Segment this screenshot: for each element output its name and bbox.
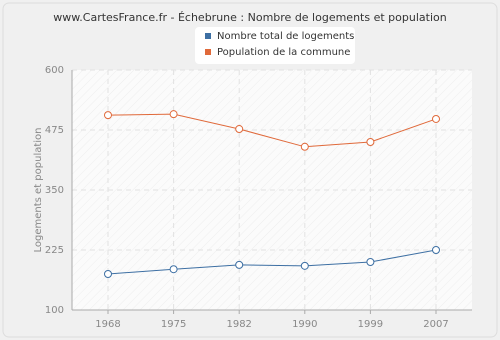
x-tick-label: 1982 xyxy=(226,319,251,330)
series-line xyxy=(107,113,437,148)
data-point xyxy=(235,260,244,269)
data-point xyxy=(300,261,309,270)
x-tick-label: 2007 xyxy=(423,319,448,330)
x-tick-label: 1999 xyxy=(358,319,383,330)
y-tick-label: 475 xyxy=(45,125,64,136)
y-tick-label: 100 xyxy=(45,305,64,316)
data-point xyxy=(432,246,440,254)
legend-swatch xyxy=(205,33,211,39)
y-tick-label: 225 xyxy=(45,245,64,256)
x-tick-label: 1990 xyxy=(292,319,317,330)
data-point xyxy=(104,111,112,120)
series-line xyxy=(107,249,437,275)
data-point xyxy=(432,114,440,123)
legend-label: Nombre total de logements xyxy=(217,31,354,42)
legend xyxy=(195,27,355,64)
data-point xyxy=(300,142,309,151)
legend-swatch xyxy=(205,49,211,55)
y-tick-label: 600 xyxy=(45,65,64,76)
y-axis-label: Logements et population xyxy=(33,127,44,252)
y-tick-label: 350 xyxy=(45,185,64,196)
data-point xyxy=(366,138,375,146)
legend-label: Population de la commune xyxy=(217,47,350,58)
chart-title: www.CartesFrance.fr - Échebrune : Nombre… xyxy=(53,11,446,24)
x-tick-label: 1975 xyxy=(161,319,186,330)
data-point xyxy=(366,258,375,266)
data-point xyxy=(104,270,112,278)
x-tick-label: 1968 xyxy=(95,319,120,330)
data-point xyxy=(169,110,178,119)
data-point xyxy=(235,125,244,134)
data-point xyxy=(169,265,178,274)
